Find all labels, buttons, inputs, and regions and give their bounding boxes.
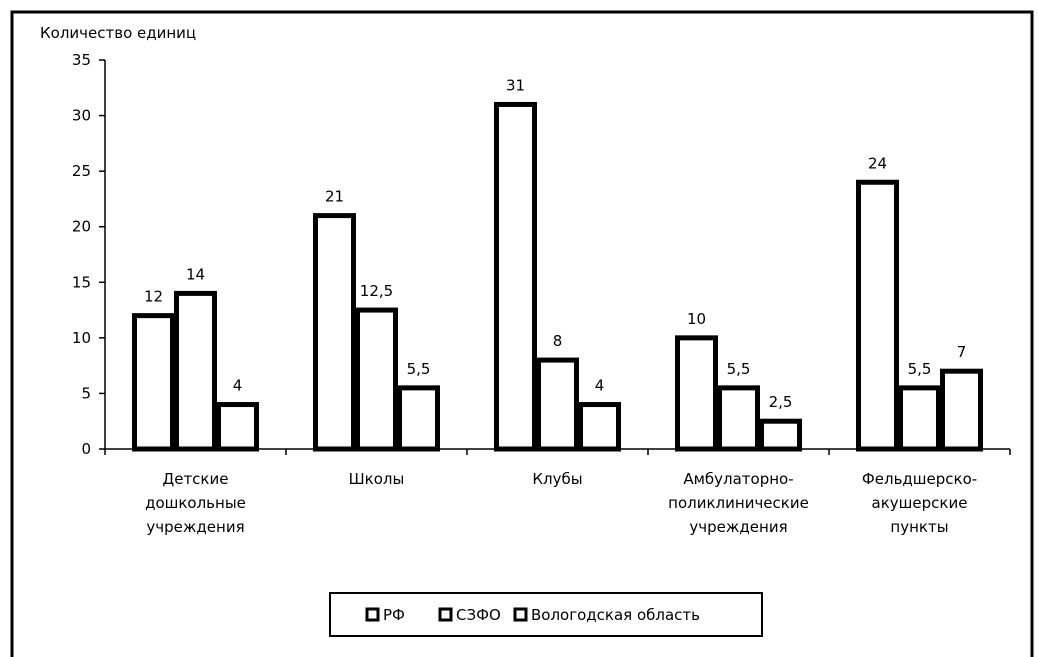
data-label: 4 <box>233 377 243 395</box>
bar-1 <box>675 335 718 452</box>
data-label: 21 <box>325 188 344 206</box>
data-label: 4 <box>595 377 605 395</box>
category-label: пункты <box>890 518 948 536</box>
chart-frame <box>10 10 1034 657</box>
legend-label: РФ <box>383 606 405 624</box>
y-tick-label: 25 <box>72 162 91 180</box>
bar-2 <box>174 290 217 452</box>
legend: РФ СЗФО Вологодская область <box>329 592 763 637</box>
bar-2 <box>898 385 941 452</box>
y-tick-label: 15 <box>72 273 91 291</box>
legend-swatch <box>365 607 380 622</box>
bar-3 <box>940 368 983 452</box>
category-label: учреждения <box>146 518 244 536</box>
legend-label: СЗФО <box>456 606 501 624</box>
bar-1 <box>313 213 356 452</box>
category-label: поликлинические <box>668 494 809 512</box>
legend-label: Вологодская область <box>531 606 700 624</box>
data-label: 12,5 <box>360 282 393 300</box>
y-tick-label: 0 <box>81 440 91 458</box>
category-label: Амбулаторно- <box>683 470 793 488</box>
data-label: 5,5 <box>727 360 751 378</box>
bar-2 <box>355 307 398 452</box>
category-label: Школы <box>349 470 405 488</box>
bar-3 <box>578 402 621 452</box>
category-label: учреждения <box>689 518 787 536</box>
category-label: Фельдшерско- <box>862 470 977 488</box>
legend-swatch <box>438 607 453 622</box>
category-label: Клубы <box>532 470 582 488</box>
bar-2 <box>536 357 579 452</box>
legend-swatch <box>513 607 528 622</box>
y-tick-label: 35 <box>72 51 91 69</box>
bar-3 <box>216 402 259 452</box>
bars <box>132 101 983 452</box>
data-label: 7 <box>957 343 967 361</box>
data-label: 8 <box>553 332 563 350</box>
bar-3 <box>397 385 440 452</box>
value-labels: 12 14 4 21 12,5 5,5 31 8 4 10 5,5 2,5 24 5,5 7 <box>144 76 966 411</box>
data-label: 12 <box>144 288 163 306</box>
data-label: 5,5 <box>407 360 431 378</box>
bar-1 <box>494 101 537 452</box>
legend-box <box>329 592 763 637</box>
y-tick-label: 20 <box>72 218 91 236</box>
category-label: дошкольные <box>145 494 246 512</box>
data-label: 31 <box>506 76 525 94</box>
category-label: акушерские <box>872 494 968 512</box>
y-tick-label: 10 <box>72 329 91 347</box>
category-label: Детские <box>163 470 229 488</box>
data-label: 14 <box>186 265 205 283</box>
category-labels: Детские дошкольные учреждения Школы Клубы Амб… <box>145 470 977 536</box>
data-label: 10 <box>687 310 706 328</box>
data-label: 2,5 <box>769 393 793 411</box>
data-label: 5,5 <box>908 360 932 378</box>
bar-2 <box>717 385 760 452</box>
bar-1 <box>856 179 899 452</box>
data-label: 24 <box>868 154 887 172</box>
bar-1 <box>132 313 175 452</box>
y-tick-label: 5 <box>81 384 91 402</box>
y-tick-label: 30 <box>72 107 91 125</box>
y-axis-title: Количество единиц <box>40 24 196 42</box>
bar-3 <box>759 418 802 452</box>
